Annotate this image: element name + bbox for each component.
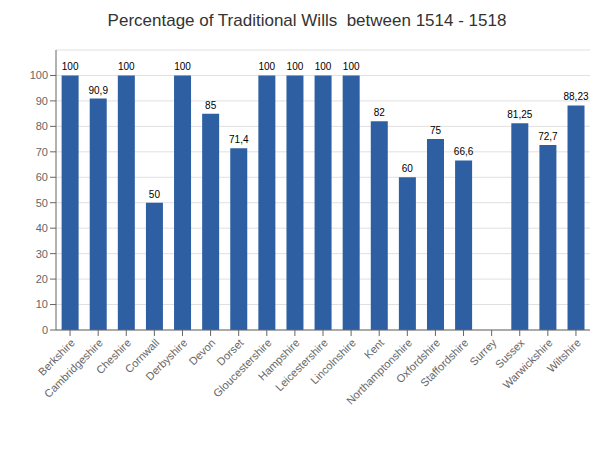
svg-text:71,4: 71,4 xyxy=(229,134,249,145)
svg-text:60: 60 xyxy=(36,171,48,183)
svg-text:Lincolnshire: Lincolnshire xyxy=(308,336,358,386)
svg-text:Surrey: Surrey xyxy=(467,336,499,368)
svg-text:100: 100 xyxy=(174,61,191,72)
svg-text:85: 85 xyxy=(205,100,217,111)
svg-text:60: 60 xyxy=(402,163,414,174)
svg-text:Berkshire: Berkshire xyxy=(35,336,77,378)
svg-text:90,9: 90,9 xyxy=(88,85,108,96)
svg-text:88,23: 88,23 xyxy=(564,91,589,102)
svg-text:100: 100 xyxy=(118,61,135,72)
svg-text:50: 50 xyxy=(149,189,161,200)
svg-text:Cornwall: Cornwall xyxy=(122,336,162,376)
svg-text:100: 100 xyxy=(30,69,48,81)
svg-text:Sussex: Sussex xyxy=(492,336,527,371)
svg-text:81,25: 81,25 xyxy=(507,109,532,120)
svg-text:50: 50 xyxy=(36,197,48,209)
svg-text:Northamptonshire: Northamptonshire xyxy=(343,336,415,407)
svg-text:Dorset: Dorset xyxy=(214,336,246,368)
svg-text:Cambridgeshire: Cambridgeshire xyxy=(41,336,106,400)
svg-text:75: 75 xyxy=(430,125,442,136)
svg-text:Wiltshire: Wiltshire xyxy=(545,336,583,374)
svg-text:100: 100 xyxy=(259,61,276,72)
svg-text:Warwickshire: Warwickshire xyxy=(500,336,555,391)
svg-text:Oxfordshire: Oxfordshire xyxy=(393,336,443,386)
svg-text:Kent: Kent xyxy=(362,336,386,360)
svg-text:100: 100 xyxy=(287,61,304,72)
svg-text:100: 100 xyxy=(343,61,360,72)
svg-text:100: 100 xyxy=(315,61,332,72)
svg-text:90: 90 xyxy=(36,95,48,107)
svg-text:0: 0 xyxy=(42,324,48,336)
svg-text:Cheshire: Cheshire xyxy=(93,336,134,377)
svg-text:Gloucestershire: Gloucestershire xyxy=(210,336,274,400)
svg-text:Hampshire: Hampshire xyxy=(255,336,302,383)
svg-text:66,6: 66,6 xyxy=(454,146,474,157)
svg-text:Devon: Devon xyxy=(187,336,218,367)
svg-text:80: 80 xyxy=(36,120,48,132)
svg-text:Leicestershire: Leicestershire xyxy=(273,336,330,394)
svg-text:10: 10 xyxy=(36,298,48,310)
svg-text:72,7: 72,7 xyxy=(538,131,558,142)
svg-text:Derbyshire: Derbyshire xyxy=(143,336,189,382)
svg-text:20: 20 xyxy=(36,273,48,285)
svg-text:70: 70 xyxy=(36,146,48,158)
svg-text:100: 100 xyxy=(62,61,79,72)
svg-text:40: 40 xyxy=(36,222,48,234)
svg-text:30: 30 xyxy=(36,248,48,260)
svg-text:82: 82 xyxy=(374,107,386,118)
svg-text:Staffordshire: Staffordshire xyxy=(418,336,470,388)
html-text:Percentage of Traditional Will: Percentage of Traditional Wills between … xyxy=(107,11,507,30)
